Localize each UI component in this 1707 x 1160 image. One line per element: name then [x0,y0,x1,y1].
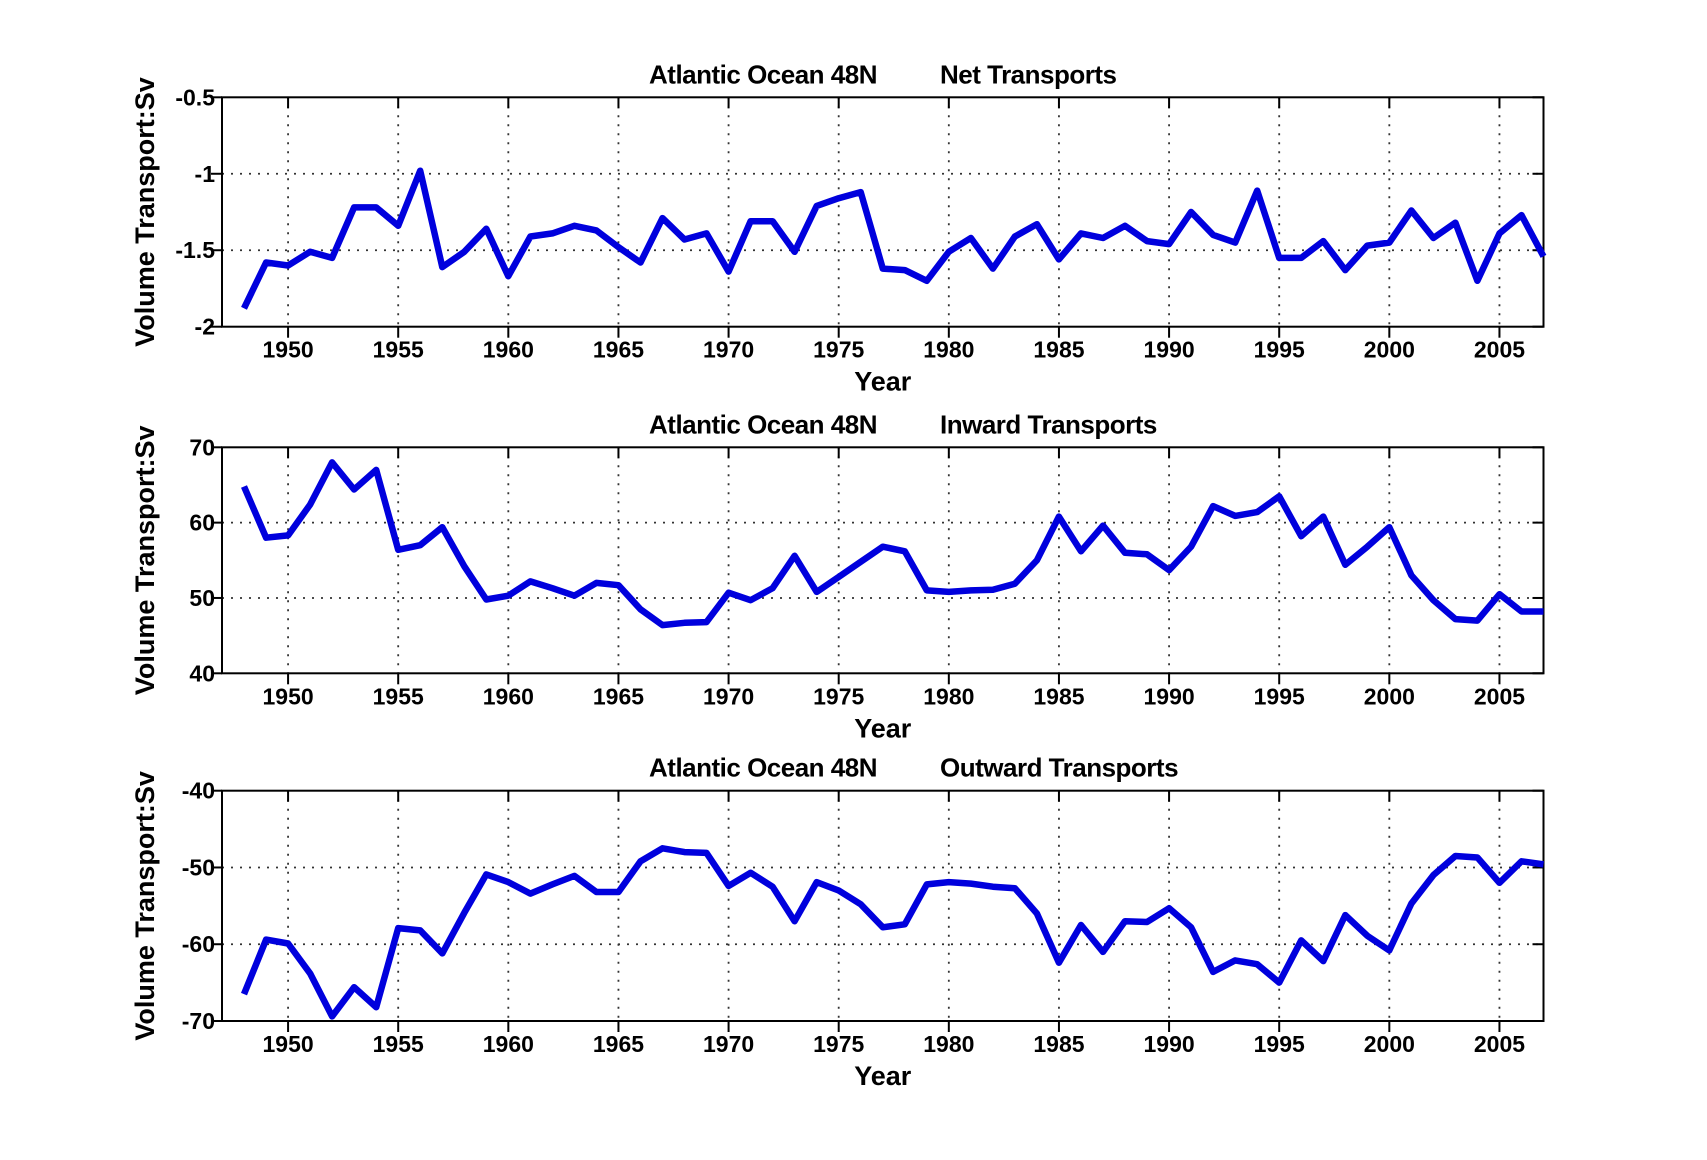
xtick-label: 1965 [593,683,644,709]
xtick-label: 2000 [1364,683,1415,709]
ytick-label: 40 [189,660,215,686]
x-axis-label: Year [854,713,912,743]
xtick-label: 1995 [1254,683,1305,709]
xtick-label: 2005 [1474,683,1525,709]
x-axis-label: Year [854,1061,912,1091]
xtick-label: 2000 [1364,337,1415,363]
ytick-label: -40 [182,778,215,804]
xtick-label: 1975 [813,1031,864,1057]
axes-box [221,96,1545,328]
xtick-label: 1950 [262,1031,313,1057]
subplot-outward: Atlantic Ocean 48N Outward Transports Volu… [130,753,1545,1091]
series-outward-transports [240,845,1544,1020]
y-axis-label: Volume Transport:Sv [130,771,160,1041]
chart-title-location: Atlantic Ocean 48N [649,409,877,439]
ytick-label: -1.5 [175,237,215,263]
ytick-label: 70 [189,434,215,460]
xtick-label: 2005 [1474,1031,1525,1057]
subplot-inward: Atlantic Ocean 48N Inward Transports Volum… [130,409,1545,743]
chart-title-label: Inward Transports [940,409,1157,439]
chart-title-location: Atlantic Ocean 48N [649,59,877,89]
xtick-label: 1955 [373,337,424,363]
xtick-label: 1995 [1254,337,1305,363]
ytick-label: -1 [195,161,216,187]
chart-title-label: Outward Transports [940,753,1178,783]
xtick-label: 1960 [483,337,534,363]
xtick-label: 1970 [703,683,754,709]
xtick-label: 1950 [262,683,313,709]
xtick-label: 1955 [373,683,424,709]
xtick-label: 1960 [483,1031,534,1057]
xtick-label: 1990 [1143,1031,1194,1057]
chart-title-location: Atlantic Ocean 48N [649,753,877,783]
ytick-label: -2 [195,314,215,340]
xtick-label: 1980 [923,1031,974,1057]
chart-title-label: Net Transports [940,59,1117,89]
xtick-label: 1975 [813,683,864,709]
ytick-label: -60 [182,931,215,957]
y-axis-label: Volume Transport:Sv [130,426,160,696]
xtick-label: 2000 [1364,1031,1415,1057]
ytick-label: -70 [182,1008,215,1034]
xtick-label: 1960 [483,683,534,709]
xtick-label: 1965 [593,1031,644,1057]
xtick-label: 1950 [262,337,313,363]
ytick-label: 50 [189,585,215,611]
xtick-label: 1985 [1033,1031,1084,1057]
xtick-label: 2005 [1474,337,1525,363]
y-axis-label: Volume Transport:Sv [130,77,160,347]
axes-box [221,789,1545,1023]
ytick-label: -0.5 [175,84,215,110]
xtick-label: 1990 [1143,683,1194,709]
axes-box [221,446,1545,675]
x-axis-label: Year [854,367,912,397]
xtick-label: 1975 [813,337,864,363]
xtick-label: 1995 [1254,1031,1305,1057]
xtick-label: 1955 [373,1031,424,1057]
series-inward-transports [241,459,1544,629]
ytick-label: -50 [182,854,215,880]
xtick-label: 1965 [593,337,644,363]
xtick-label: 1990 [1143,337,1194,363]
xtick-label: 1985 [1033,337,1084,363]
subplot-net: Atlantic Ocean 48N Net Transports Volume T… [130,59,1547,397]
series-net-transports [241,167,1547,310]
xtick-label: 1985 [1033,683,1084,709]
xtick-label: 1980 [923,683,974,709]
xtick-label: 1980 [923,337,974,363]
ytick-label: 60 [189,510,215,536]
xtick-label: 1970 [703,337,754,363]
xtick-label: 1970 [703,1031,754,1057]
